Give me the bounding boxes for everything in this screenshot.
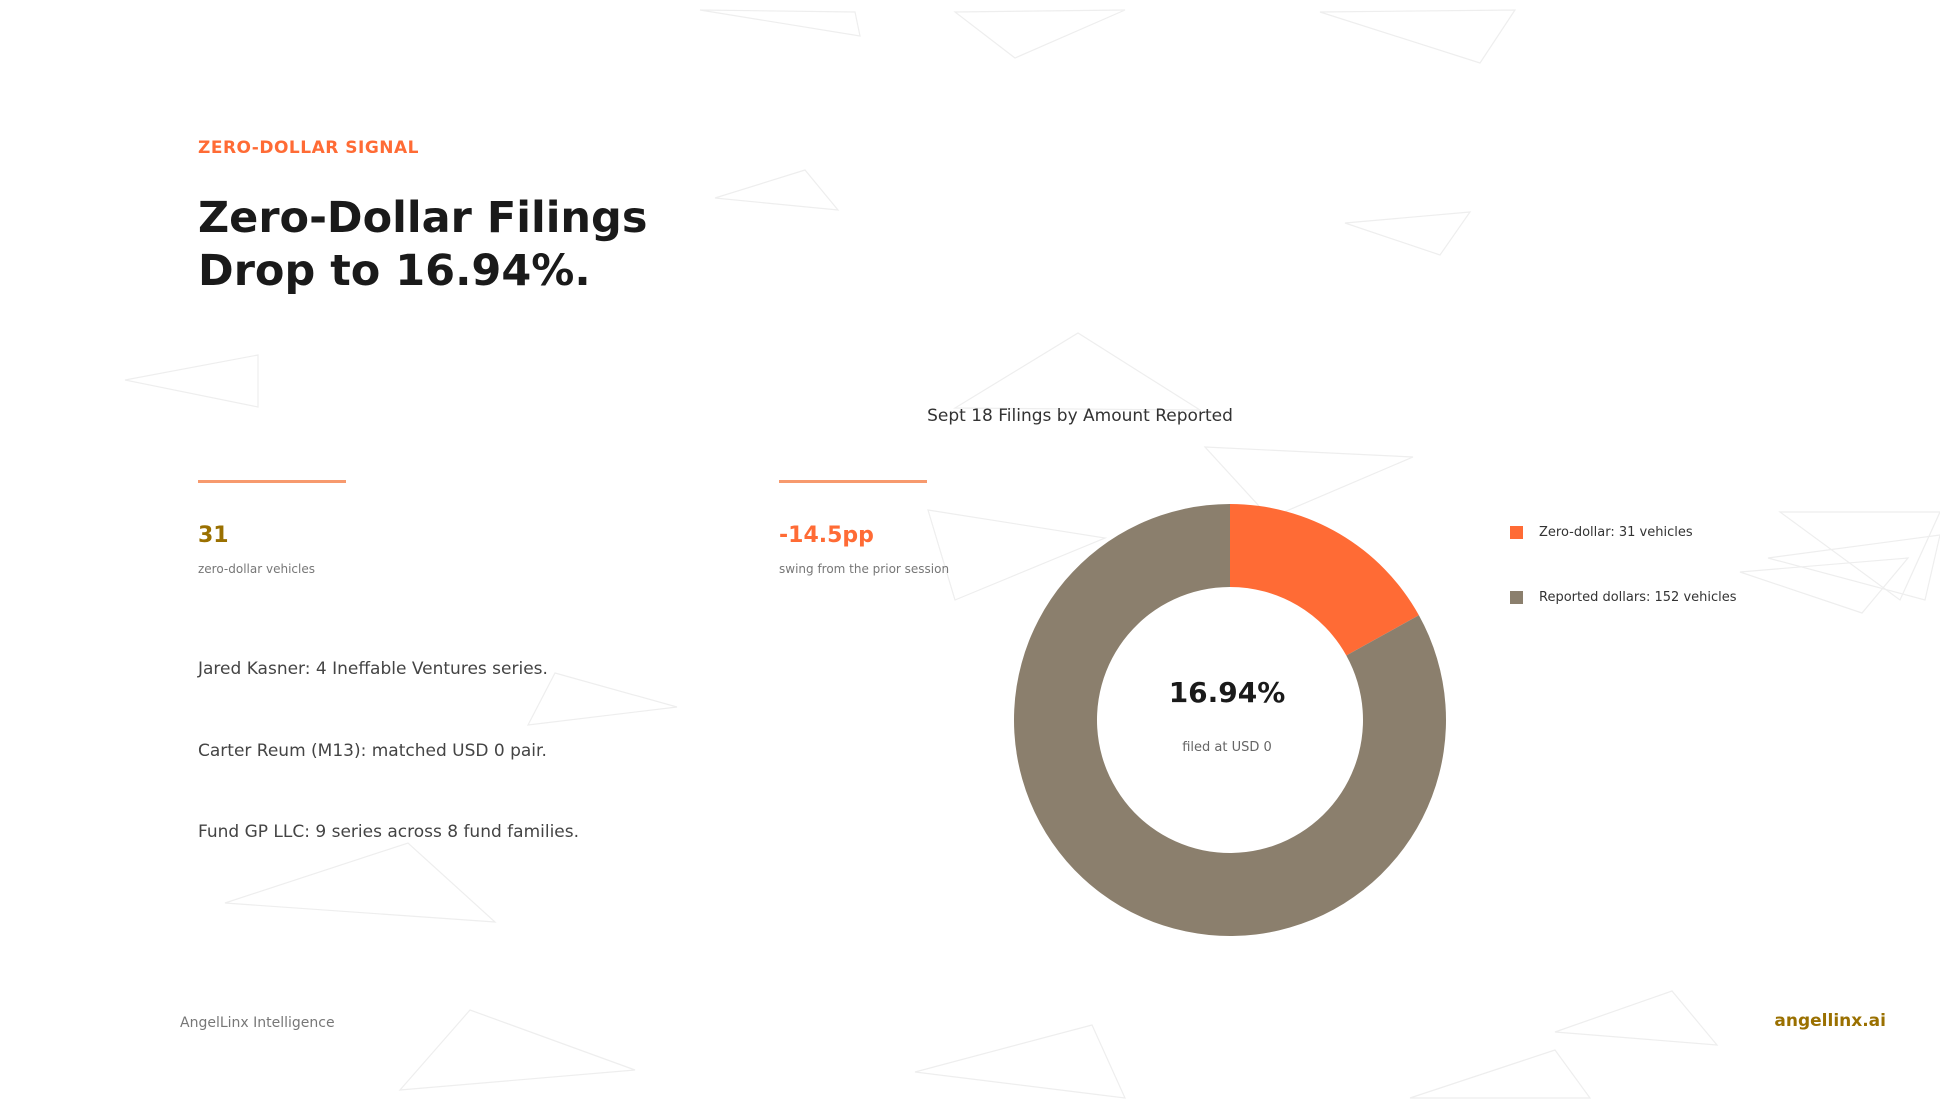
legend-item-zero-dollar: Zero-dollar: 31 vehicles [1510, 525, 1693, 540]
page-title: Zero-Dollar Filings Drop to 16.94%. [198, 192, 898, 298]
footer-brand: AngelLinx Intelligence [180, 1015, 335, 1031]
legend-label: Zero-dollar: 31 vehicles [1539, 525, 1693, 540]
donut-center-value: 16.94% [1168, 676, 1286, 709]
stat-label: zero-dollar vehicles [198, 562, 315, 576]
stat-swing: -14.5pp swing from the prior session [779, 480, 1179, 576]
fact-item: Carter Reum (M13): matched USD 0 pair. [198, 741, 547, 761]
donut-chart [1014, 504, 1446, 936]
donut-slice-1 [1014, 504, 1446, 936]
title-line-1: Zero-Dollar Filings [198, 193, 648, 243]
legend-swatch [1510, 591, 1523, 604]
chart-title: Sept 18 Filings by Amount Reported [927, 406, 1233, 426]
footer-site-link[interactable]: angellinx.ai [1774, 1011, 1886, 1031]
title-line-2: Drop to 16.94%. [198, 246, 591, 296]
legend-label: Reported dollars: 152 vehicles [1539, 590, 1737, 605]
eyebrow-label: ZERO-DOLLAR SIGNAL [198, 138, 419, 158]
stat-label: swing from the prior session [779, 562, 950, 576]
stat-accent-rule [198, 480, 346, 483]
stat-zero-dollar-count: 31 zero-dollar vehicles [198, 480, 598, 576]
legend-swatch [1510, 526, 1523, 539]
stat-value: -14.5pp [779, 523, 874, 548]
donut-center-label: filed at USD 0 [1182, 740, 1272, 755]
stat-accent-rule [779, 480, 927, 483]
stat-value: 31 [198, 523, 229, 548]
fact-item: Jared Kasner: 4 Ineffable Ventures serie… [198, 659, 548, 679]
fact-item: Fund GP LLC: 9 series across 8 fund fami… [198, 822, 580, 842]
donut-slice-0 [1230, 504, 1419, 656]
legend-item-reported-dollars: Reported dollars: 152 vehicles [1510, 590, 1737, 605]
